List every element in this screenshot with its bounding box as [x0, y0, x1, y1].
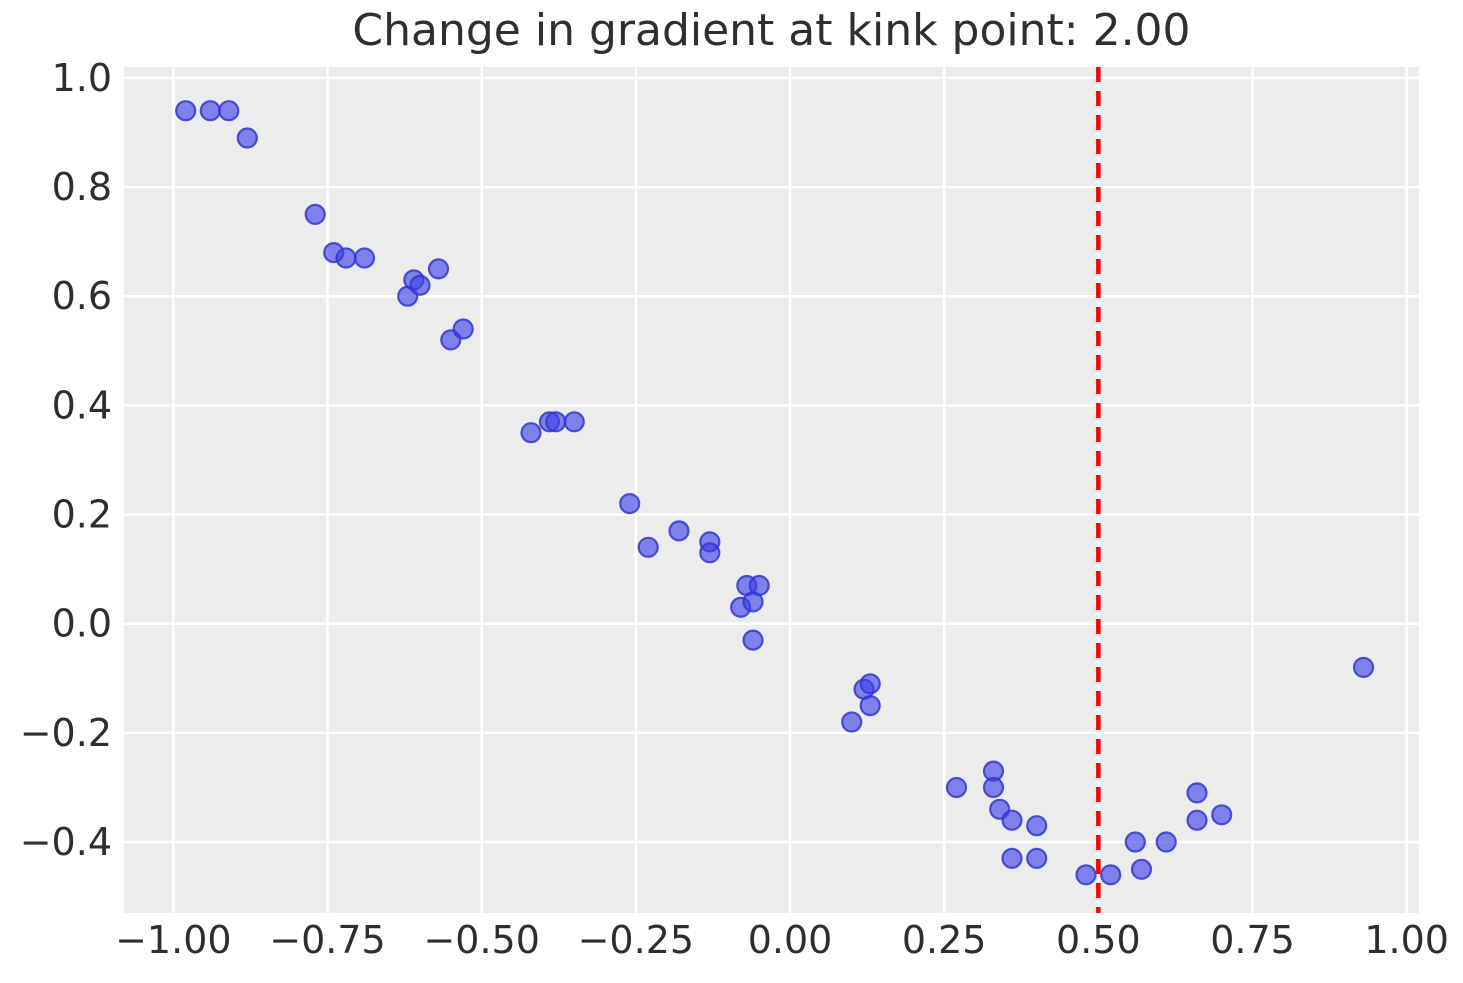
- y-tick-label: 0.6: [52, 274, 112, 318]
- data-point: [699, 542, 721, 564]
- x-tick-label: −0.75: [269, 918, 385, 962]
- data-point: [452, 318, 474, 340]
- data-point: [1124, 831, 1146, 853]
- data-point: [742, 629, 764, 651]
- data-point: [335, 247, 357, 269]
- x-tick-label: 0.50: [1056, 918, 1141, 962]
- data-point: [982, 776, 1005, 799]
- y-tick-label: 0.2: [52, 493, 112, 537]
- plot-area: [124, 67, 1419, 913]
- data-point: [637, 536, 659, 558]
- data-point: [1001, 847, 1023, 870]
- data-point: [409, 274, 431, 296]
- data-point: [1155, 831, 1177, 853]
- data-point: [945, 776, 968, 799]
- data-point: [1026, 847, 1048, 870]
- data-point: [1186, 809, 1208, 831]
- data-point: [199, 100, 221, 122]
- data-point: [545, 411, 567, 433]
- y-tick-label: −0.4: [20, 820, 112, 864]
- y-tick-label: 0.8: [52, 165, 112, 209]
- y-tick-label: 0.0: [52, 602, 112, 646]
- x-tick-label: −0.50: [423, 918, 539, 962]
- y-tick-label: 0.4: [52, 383, 112, 427]
- data-point: [619, 493, 641, 515]
- data-point: [218, 100, 240, 122]
- data-point: [1001, 809, 1023, 831]
- data-point: [520, 422, 542, 444]
- y-tick-label: −0.2: [20, 711, 112, 755]
- data-point: [353, 247, 376, 269]
- data-point: [841, 711, 863, 733]
- data-point: [748, 574, 770, 597]
- data-point: [1130, 858, 1153, 880]
- y-tick-label: 1.0: [52, 56, 112, 100]
- data-point: [1026, 815, 1048, 837]
- data-point: [1211, 804, 1233, 826]
- data-point: [236, 127, 258, 149]
- x-tick-label: 0.75: [1210, 918, 1295, 962]
- data-point: [859, 673, 881, 695]
- data-point: [175, 100, 197, 122]
- x-tick-label: −1.00: [115, 918, 231, 962]
- data-point: [859, 694, 881, 717]
- data-point: [304, 203, 326, 225]
- x-tick-label: 0.00: [748, 918, 833, 962]
- data-point: [1075, 864, 1097, 886]
- chart-title: Change in gradient at kink point: 2.00: [352, 5, 1191, 56]
- data-point: [668, 520, 690, 542]
- x-tick-label: −0.25: [578, 918, 694, 962]
- data-point: [1352, 656, 1375, 679]
- data-point: [1100, 864, 1122, 886]
- data-point: [563, 411, 585, 433]
- data-point: [427, 258, 450, 280]
- data-point: [1186, 782, 1208, 804]
- x-tick-label: 0.25: [902, 918, 987, 962]
- x-tick-label: 1.00: [1364, 918, 1449, 962]
